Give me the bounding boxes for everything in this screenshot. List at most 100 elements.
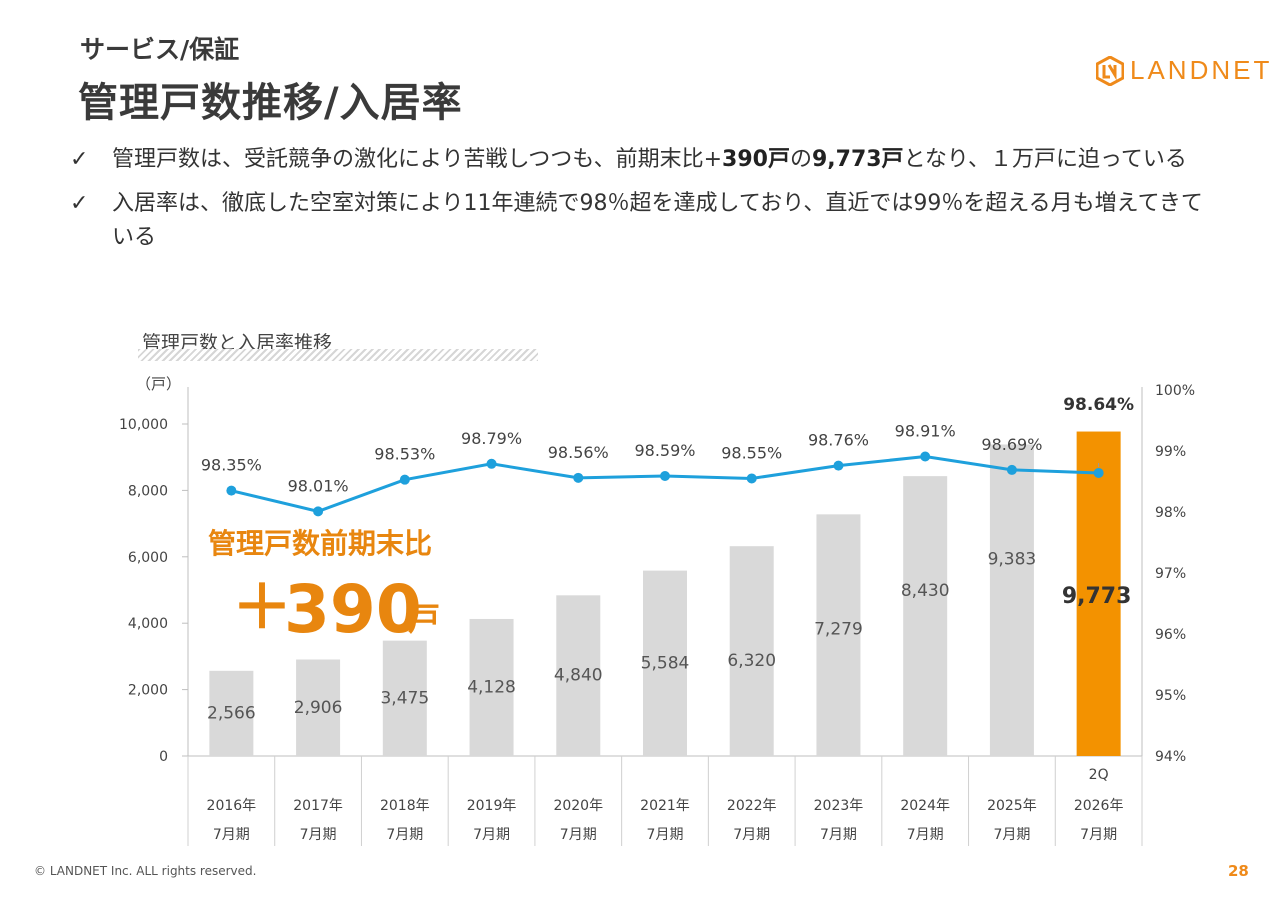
x-tick-label-year: 2017年 <box>293 798 343 814</box>
annotation-line1: 管理戸数前期末比 <box>208 527 432 560</box>
occupancy-line <box>231 454 1099 513</box>
occupancy-label: 98.64% <box>1063 395 1134 415</box>
occupancy-label: 98.55% <box>721 443 782 462</box>
occupancy-label: 98.35% <box>201 456 262 475</box>
occupancy-point <box>920 451 931 462</box>
occupancy-label: 98.69% <box>981 435 1042 454</box>
y-right-tick-label: 98% <box>1155 505 1186 521</box>
bullet-text: 入居率は、徹底した空室対策により11年連続で98％超を達成しており、直近では99… <box>112 187 1220 255</box>
page-title: 管理戸数推移/入居率 <box>78 80 463 126</box>
bar <box>643 570 687 756</box>
bar-highlight <box>1076 431 1121 756</box>
y-left-unit-label: （戸） <box>136 375 181 393</box>
occupancy-point <box>833 460 844 471</box>
occupancy-label: 98.59% <box>634 441 695 460</box>
page-subtitle: サービス/保証 <box>80 35 240 64</box>
x-tick-label-period: 7月期 <box>213 827 250 843</box>
x-tick-label-year: 2023年 <box>814 798 864 814</box>
bar <box>469 618 514 756</box>
y-right-tick-label: 94% <box>1155 749 1186 765</box>
y-right-tick-label: 100% <box>1155 383 1195 399</box>
chart-title-underline <box>138 349 538 361</box>
x-tick-label-year: 2026年 <box>1074 798 1124 814</box>
bar-value-label: 2,906 <box>294 698 343 718</box>
y-right-tick-label: 95% <box>1155 688 1186 704</box>
bar-value-label: 9,773 <box>1062 584 1132 609</box>
bar <box>989 444 1034 756</box>
x-tick-label-year: 2024年 <box>900 798 950 814</box>
occupancy-point <box>313 506 324 517</box>
bar-value-label: 6,320 <box>727 651 776 671</box>
bullet-item: ✓ 入居率は、徹底した空室対策により11年連続で98％超を達成しており、直近では… <box>70 187 1220 255</box>
x-tick-label-period: 7月期 <box>386 827 423 843</box>
bar <box>382 640 427 756</box>
occupancy-label: 98.01% <box>288 476 349 495</box>
x-tick-label-year: 2016年 <box>207 798 257 814</box>
y-right-tick-label: 97% <box>1155 566 1186 582</box>
x-tick-label-year: 2020年 <box>553 798 603 814</box>
bullet-text-part: の <box>789 147 812 172</box>
bullet-text: 管理戸数は、受託競争の激化により苦戦しつつも、前期末比+390戸の9,773戸と… <box>112 143 1187 177</box>
bar <box>556 595 601 756</box>
copyright-footer: © LANDNET Inc. ALL rights reserved. <box>34 864 257 878</box>
x-tick-label-period: 7月期 <box>560 827 597 843</box>
bar <box>209 670 254 756</box>
bar-value-label: 5,584 <box>641 653 690 673</box>
bar-value-label: 7,279 <box>814 619 863 639</box>
bar-value-label: 9,383 <box>988 549 1037 569</box>
occupancy-label: 98.56% <box>548 443 609 462</box>
bullet-list: ✓ 管理戸数は、受託競争の激化により苦戦しつつも、前期末比+390戸の9,773… <box>70 143 1220 265</box>
logo-text: LANDNET <box>1130 55 1273 85</box>
landnet-logo: LANDNET <box>1096 55 1272 86</box>
bullet-item: ✓ 管理戸数は、受託競争の激化により苦戦しつつも、前期末比+390戸の9,773… <box>70 143 1220 177</box>
y-left-tick-label: 4,000 <box>128 616 168 632</box>
x-tick-label-period: 7月期 <box>473 827 510 843</box>
y-right-tick-label: 99% <box>1155 444 1186 460</box>
checkmark-icon: ✓ <box>70 147 89 172</box>
bullet-text-part: 管理戸数は、受託競争の激化により苦戦しつつも、前期末比+ <box>112 147 723 172</box>
checkmark-icon: ✓ <box>70 191 89 216</box>
occupancy-label: 98.53% <box>374 445 435 464</box>
bar-value-label: 2,566 <box>207 703 256 723</box>
bar <box>903 476 948 756</box>
bar <box>729 546 774 756</box>
x-tick-label-period: 7月期 <box>300 827 337 843</box>
annotation-plus: ＋ <box>232 573 292 643</box>
annotation-value: 390 <box>284 571 422 648</box>
x-tick-label-period: 7月期 <box>1080 827 1117 843</box>
occupancy-label: 98.76% <box>808 431 869 450</box>
occupancy-point <box>746 473 757 484</box>
x-tick-label-quarter: 2Q <box>1089 767 1109 783</box>
occupancy-label: 98.79% <box>461 429 522 448</box>
x-tick-label-year: 2021年 <box>640 798 690 814</box>
page-number: 28 <box>1228 862 1249 880</box>
x-tick-label-period: 7月期 <box>993 827 1030 843</box>
x-tick-label-year: 2018年 <box>380 798 430 814</box>
occupancy-label: 98.91% <box>895 421 956 440</box>
bar-value-label: 4,840 <box>554 666 603 686</box>
landnet-logo-icon <box>1096 55 1124 86</box>
bullet-text-part: となり、１万戸に迫っている <box>903 147 1187 172</box>
y-left-tick-label: 8,000 <box>128 483 168 499</box>
occupancy-point <box>573 472 584 483</box>
y-left-tick-label: 0 <box>159 749 168 765</box>
bullet-text-part: 入居率は、徹底した空室対策により11年連続で98％超を達成しており、直近では99… <box>112 191 1203 250</box>
y-left-tick-label: 10,000 <box>119 417 168 433</box>
bar-value-label: 4,128 <box>467 677 516 697</box>
bar-value-label: 8,430 <box>901 581 950 601</box>
chart-title: 管理戸数と入居率推移 <box>142 332 333 354</box>
occupancy-point <box>399 474 410 485</box>
y-left-tick-label: 2,000 <box>128 683 168 699</box>
x-tick-label-year: 2019年 <box>467 798 517 814</box>
x-tick-label-year: 2025年 <box>987 798 1037 814</box>
occupancy-point <box>1006 464 1017 475</box>
x-tick-label-year: 2022年 <box>727 798 777 814</box>
bullet-text-bold: 9,773戸 <box>811 147 904 172</box>
y-right-tick-label: 96% <box>1155 627 1186 643</box>
x-tick-label-period: 7月期 <box>733 827 770 843</box>
occupancy-point <box>486 458 497 469</box>
x-tick-label-period: 7月期 <box>907 827 944 843</box>
x-tick-label-period: 7月期 <box>820 827 857 843</box>
occupancy-point <box>1093 467 1104 478</box>
